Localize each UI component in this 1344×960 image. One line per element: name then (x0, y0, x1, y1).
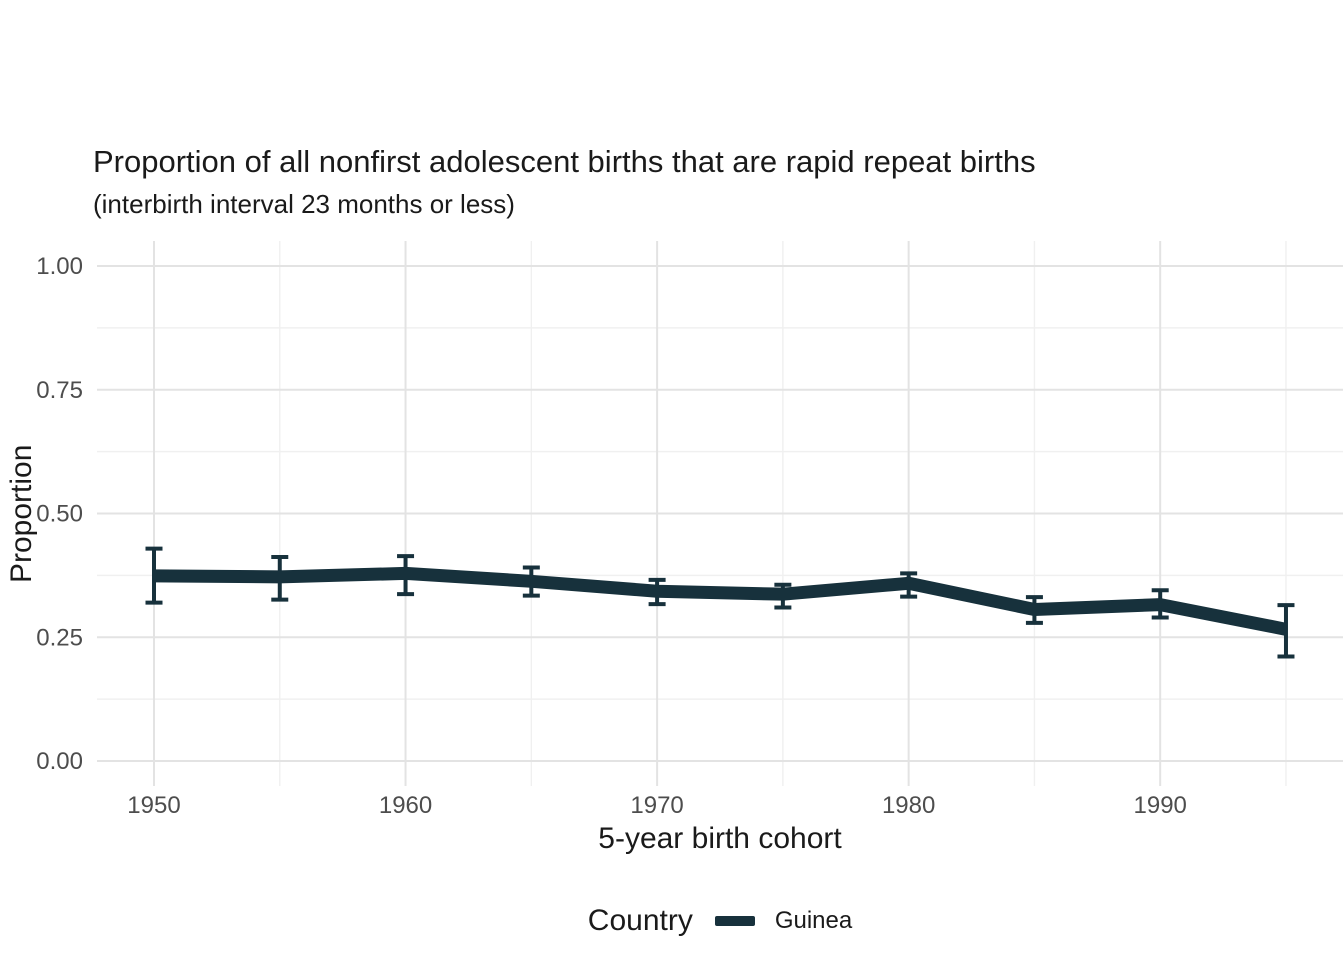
x-tick-label: 1980 (882, 792, 935, 819)
legend-title: Country (587, 904, 693, 937)
y-tick-label: 0.00 (36, 748, 83, 775)
x-tick-label: 1990 (1134, 792, 1187, 819)
legend-label-guinea: Guinea (774, 907, 853, 934)
x-tick-label: 1950 (127, 792, 180, 819)
chart-subtitle: (interbirth interval 23 months or less) (93, 189, 515, 219)
legend-key-guinea (714, 916, 755, 926)
legend: Country Guinea (97, 896, 1343, 946)
x-axis-title: 5-year birth cohort (598, 822, 842, 855)
chart-title: Proportion of all nonfirst adolescent bi… (93, 144, 1036, 179)
y-tick-label: 0.50 (36, 501, 83, 528)
x-tick-label: 1960 (379, 792, 432, 819)
y-axis-title: Proportion (5, 444, 38, 583)
series-line-guinea (153, 566, 1288, 636)
y-tick-label: 1.00 (36, 253, 83, 280)
y-tick-label: 0.25 (36, 624, 83, 651)
y-tick-label: 0.75 (36, 377, 83, 404)
x-tick-label: 1970 (630, 792, 683, 819)
